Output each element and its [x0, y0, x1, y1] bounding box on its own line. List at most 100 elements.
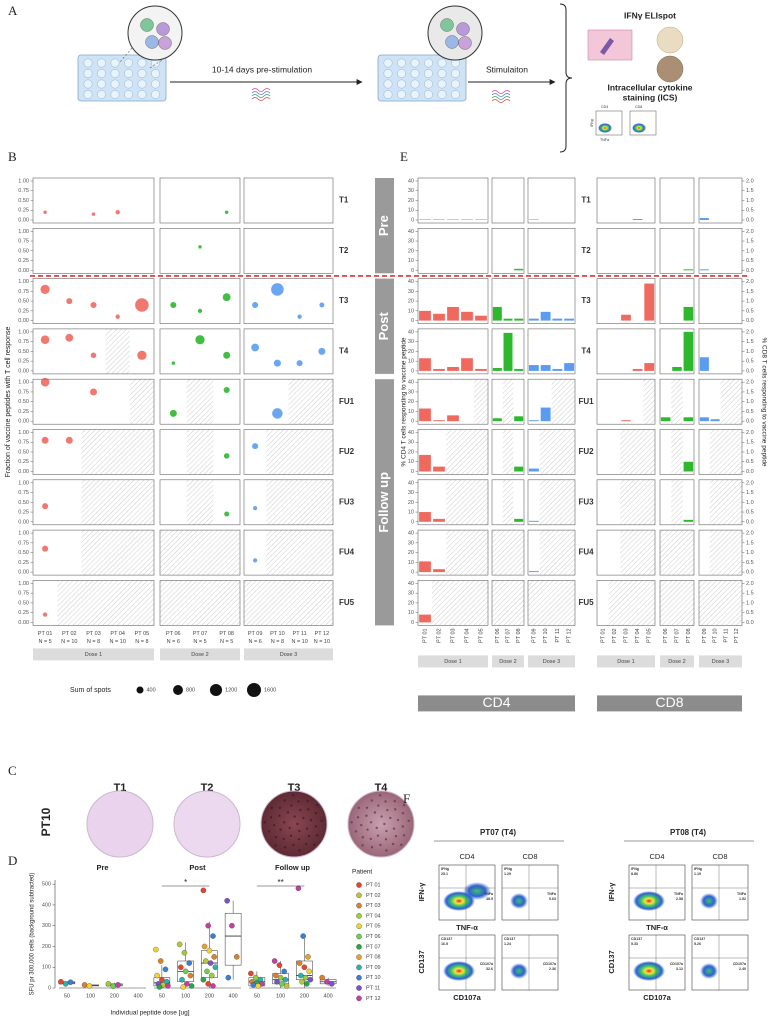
- legend-swatch: [356, 985, 362, 991]
- patient-point: [305, 954, 311, 960]
- no-sample: [502, 580, 514, 626]
- well: [124, 69, 133, 78]
- no-sample: [709, 479, 721, 525]
- legend-swatch: [356, 933, 362, 940]
- legend-label: 400: [147, 687, 156, 693]
- patient-point: [209, 972, 215, 979]
- spot: [383, 822, 386, 826]
- subset-box: [418, 695, 575, 712]
- patient-label: PT 05: [135, 631, 150, 637]
- gate-value: 1.29: [504, 872, 511, 876]
- well: [124, 79, 133, 89]
- patient-point: [207, 960, 214, 966]
- spot: [394, 834, 398, 838]
- y-tick-label: 10: [408, 258, 414, 264]
- legend-swatch: [356, 944, 362, 950]
- no-sample: [709, 580, 721, 626]
- gate-label: TNFa: [737, 892, 747, 896]
- y-tick-label: 30: [408, 490, 414, 496]
- legend-title: Sum of spots: [70, 687, 111, 694]
- panel-bg: [244, 178, 333, 223]
- response-bar: [683, 417, 694, 422]
- patient-label: PT 09: [702, 628, 708, 643]
- y-tick-label: 0.5: [746, 409, 754, 415]
- no-sample: [57, 580, 82, 626]
- response-bar: [528, 365, 539, 371]
- response-bar: [552, 368, 563, 371]
- y-tick-label: 1.0: [746, 500, 754, 506]
- phase-bar: [375, 178, 394, 274]
- flow-density: [633, 961, 665, 981]
- response-bar: [419, 310, 431, 321]
- response-bar: [621, 420, 631, 422]
- spot: [307, 808, 310, 811]
- response-dot: [195, 335, 205, 345]
- response-bar: [683, 461, 694, 472]
- y-tick-label: 2.0: [746, 480, 754, 486]
- panel-letter: F: [403, 791, 410, 806]
- panel-frame: [596, 479, 656, 526]
- legend-label: PT 10: [366, 975, 381, 981]
- row-label: FU5: [339, 598, 355, 607]
- response-dot: [198, 245, 202, 249]
- no-sample: [671, 580, 683, 626]
- box: [224, 912, 242, 966]
- panel-frame: [527, 479, 576, 526]
- patient-label: PT 07: [505, 628, 511, 643]
- spot: [380, 815, 383, 818]
- response-bar: [433, 569, 445, 573]
- y-tick-label: 2.0: [746, 531, 754, 537]
- panel-bg: [492, 228, 524, 274]
- response-bar: [660, 417, 671, 422]
- dose-box: [418, 655, 488, 668]
- y-tick-label: 1.5: [746, 188, 754, 194]
- zoom-guide: [149, 57, 166, 69]
- spot: [263, 821, 266, 824]
- y-tick-label: 10: [408, 359, 414, 365]
- no-sample: [551, 429, 564, 475]
- panel-letter: E: [400, 149, 408, 164]
- ics-label: CD4: [601, 105, 608, 109]
- response-bar: [528, 571, 539, 573]
- y-tick-label: 20: [408, 600, 414, 606]
- y-tick-label: 0.5: [746, 308, 754, 314]
- legend-label: PT 05: [366, 924, 381, 930]
- spot: [299, 808, 302, 812]
- row-label: T3: [581, 296, 591, 305]
- response-bar: [528, 468, 539, 472]
- response-dot: [91, 212, 96, 216]
- well: [451, 79, 460, 89]
- well: [397, 79, 406, 89]
- y-tick-label: 0.50: [18, 500, 29, 506]
- response-bar: [433, 466, 445, 472]
- dose-label: Dose 2: [499, 659, 516, 665]
- spot: [290, 804, 293, 807]
- readout-title: staining (ICS): [623, 92, 678, 102]
- spot: [392, 827, 396, 830]
- legend-swatch: [356, 954, 362, 960]
- legend-swatch: [356, 995, 362, 1002]
- patient-n: N = 10: [110, 639, 126, 645]
- spot: [297, 800, 300, 803]
- x-tick-label: 200: [300, 993, 309, 999]
- panel-frame: [159, 328, 241, 375]
- panel-frame: [243, 177, 334, 224]
- y-tick-label: 0.50: [18, 349, 29, 355]
- patient-point: [200, 887, 207, 894]
- patient-point: [162, 966, 169, 973]
- y-tick-label: 400: [42, 902, 51, 908]
- no-sample: [643, 429, 655, 475]
- no-sample: [528, 580, 540, 626]
- panel-bg: [244, 278, 333, 324]
- no-sample: [81, 429, 106, 475]
- no-sample: [539, 530, 552, 576]
- patient-point: [225, 974, 232, 981]
- gate-value: 5.26: [694, 942, 701, 946]
- response-dot: [65, 436, 73, 444]
- patient-point: [281, 968, 287, 975]
- spot: [375, 826, 378, 830]
- patient-label: PT 03: [450, 628, 456, 643]
- spot: [306, 799, 309, 803]
- well: [110, 58, 120, 68]
- sample-label: PT10: [39, 807, 53, 836]
